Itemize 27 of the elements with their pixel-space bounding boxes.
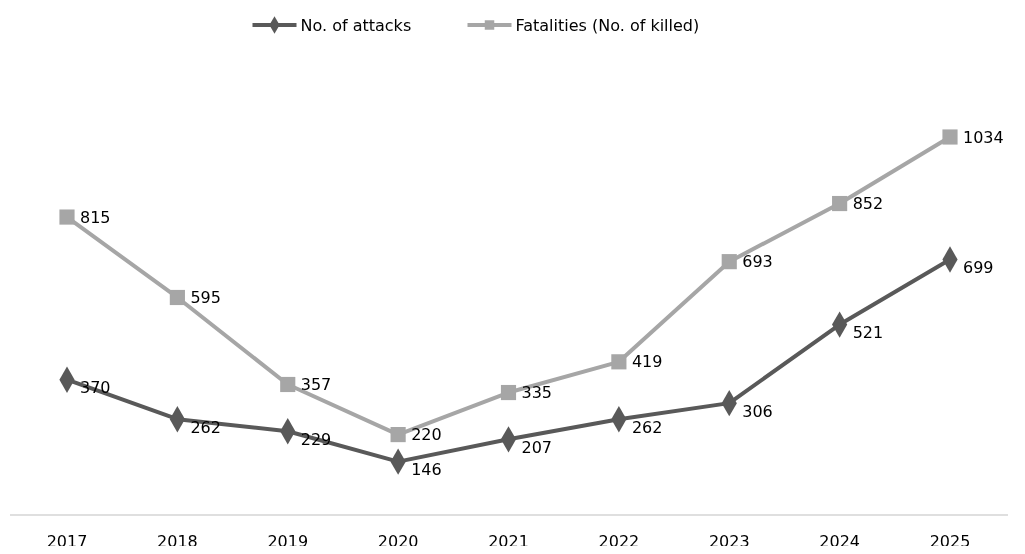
point: [59, 209, 75, 225]
point: [500, 384, 517, 401]
data-label: 1034: [963, 127, 1004, 147]
point: [390, 426, 406, 443]
data-label: 306: [742, 401, 773, 421]
point: [721, 254, 737, 270]
point: [942, 129, 958, 145]
data-label: 699: [963, 257, 994, 277]
point: [280, 376, 296, 393]
data-label: 262: [631, 417, 663, 437]
data-label: 852: [852, 194, 884, 214]
point: [611, 354, 627, 370]
point: [832, 195, 848, 212]
legend-label: Fatalities (No. of killed): [515, 15, 700, 35]
data-label: 207: [521, 437, 553, 457]
point: [169, 289, 185, 306]
data-label: 357: [300, 374, 332, 394]
data-label: 815: [80, 207, 111, 227]
data-label: 146: [411, 460, 442, 480]
data-label: 419: [631, 352, 663, 372]
data-label: 693: [742, 252, 773, 272]
data-label: 220: [411, 425, 442, 445]
data-label: 262: [190, 417, 221, 437]
data-label: 335: [521, 383, 553, 403]
data-label: 521: [852, 323, 884, 343]
data-label: 595: [190, 287, 221, 307]
legend-label: No. of attacks: [300, 15, 412, 35]
